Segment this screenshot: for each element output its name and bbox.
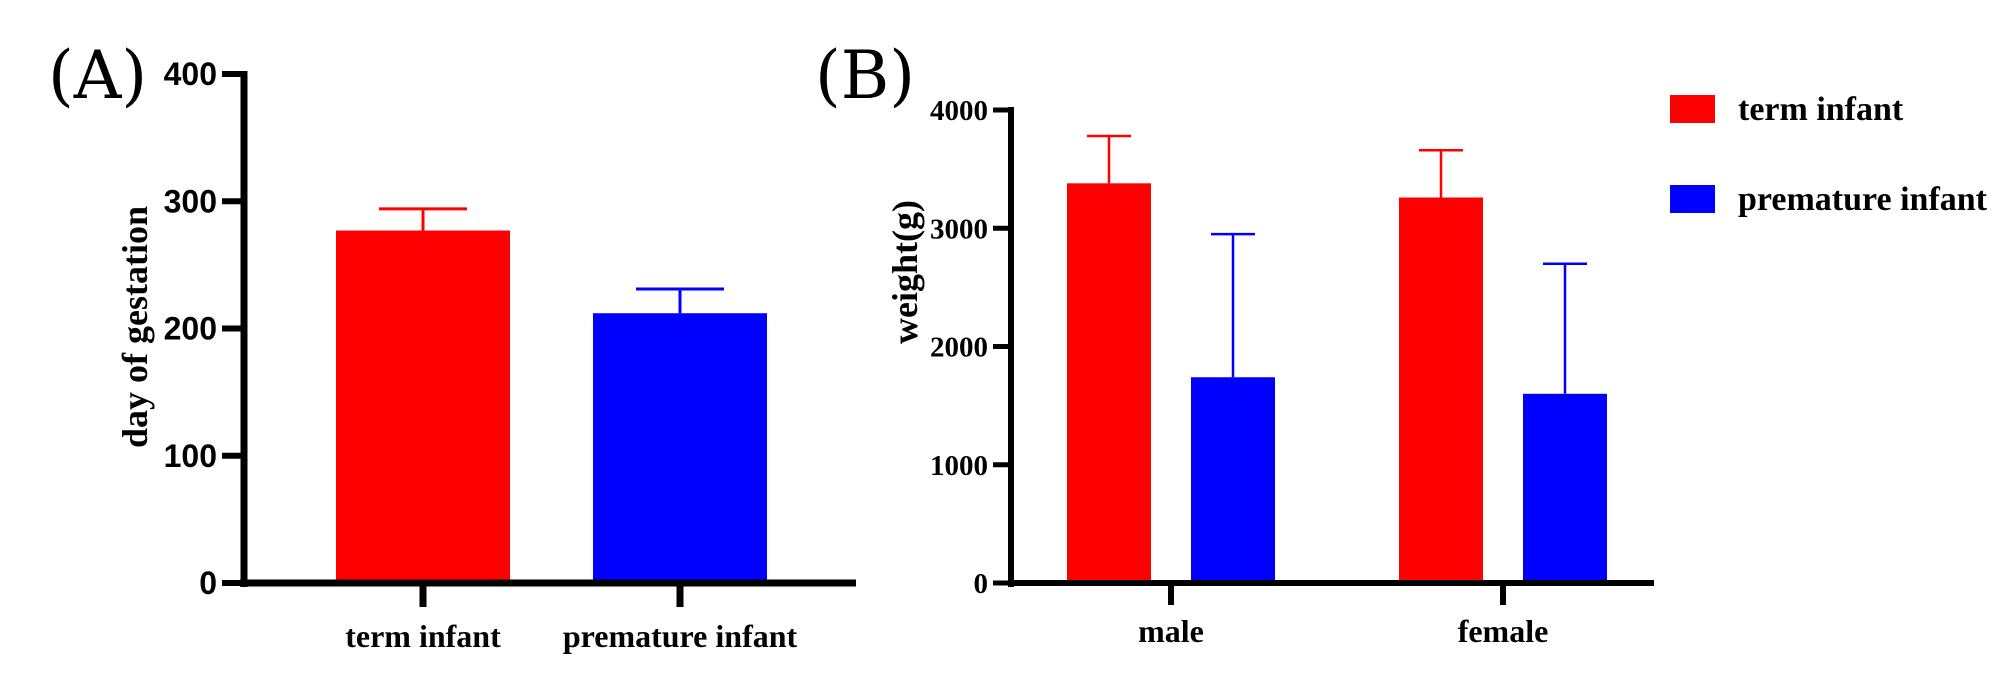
legend-label: term infant [1738, 91, 1904, 128]
bar-male-premature-infant [1191, 377, 1275, 583]
panel-b-error-bars [1087, 134, 1587, 394]
y-tick-label: 200 [164, 311, 217, 347]
panel-b-y-axis-title: weight(g) [885, 200, 925, 344]
bar-female-premature-infant [1523, 393, 1607, 583]
panel-a-bars [336, 230, 767, 583]
panel-a-y-axis-title: day of gestation [115, 206, 155, 448]
y-tick-label: 3000 [930, 213, 988, 245]
legend-swatch-premature-infant [1670, 185, 1715, 213]
bar-term-infant [336, 230, 510, 583]
y-tick-label: 4000 [930, 95, 988, 127]
y-tick-label: 400 [164, 56, 217, 92]
bar-premature-infant [593, 313, 767, 583]
panel-a-error-bars [379, 207, 724, 314]
panel-b-y-ticks: 0 1000 2000 3000 4000 [930, 95, 1011, 600]
bar-female-term-infant [1399, 197, 1483, 583]
x-tick-label: male [1138, 613, 1204, 649]
y-tick-label: 300 [164, 183, 217, 219]
y-tick-label: 2000 [930, 332, 988, 364]
x-tick-label: term infant [345, 618, 501, 654]
panel-b-legend: term infant premature infant [1670, 91, 1988, 218]
panel-b-bars [1067, 183, 1607, 583]
panel-a-y-ticks: 0 100 200 300 400 [164, 56, 244, 601]
x-tick-label: premature infant [563, 618, 798, 654]
panel-b-x-ticks: male female [1138, 613, 1548, 649]
panel-b-chart: (B) 0 1000 2000 3000 4000 male female weight(… [815, 37, 1988, 649]
bar-male-term-infant [1067, 183, 1151, 583]
y-tick-label: 0 [974, 568, 989, 600]
y-tick-label: 1000 [930, 450, 988, 482]
y-tick-label: 100 [164, 438, 217, 474]
panel-a-x-ticks: term infant premature infant [345, 618, 797, 654]
legend-swatch-term-infant [1670, 95, 1715, 123]
x-tick-label: female [1458, 613, 1549, 649]
panel-a-chart: (A) 0 100 200 300 400 term infant premature i… [48, 37, 856, 654]
panel-b-label: (B) [815, 37, 915, 114]
panel-a-label: (A) [48, 37, 147, 114]
y-tick-label: 0 [199, 565, 217, 601]
legend-label: premature infant [1738, 181, 1988, 218]
